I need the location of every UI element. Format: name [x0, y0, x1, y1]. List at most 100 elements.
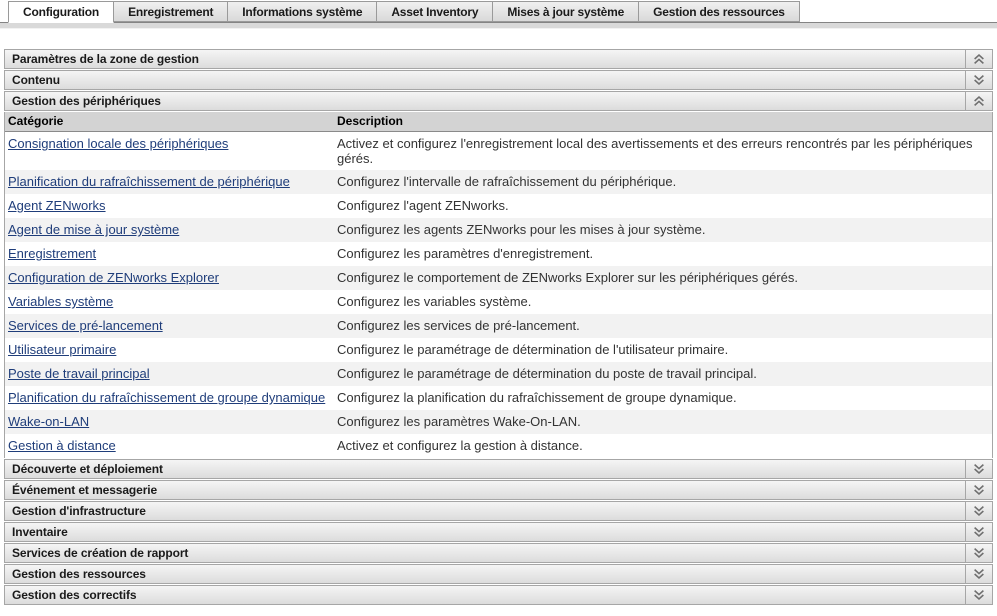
panel-toggle[interactable]: [965, 523, 992, 541]
table-row: Gestion à distance Activez et configurez…: [5, 434, 992, 458]
table-row: Agent ZENworks Configurez l'agent ZENwor…: [5, 194, 992, 218]
panel-toggle[interactable]: [965, 586, 992, 604]
panel-toggle[interactable]: [965, 481, 992, 499]
panel-header-label: Gestion des correctifs: [12, 588, 137, 602]
category-cell: Planification du rafraîchissement de pér…: [5, 170, 335, 194]
table-row: Enregistrement Configurez les paramètres…: [5, 242, 992, 266]
table-row: Utilisateur primaire Configurez le param…: [5, 338, 992, 362]
panel-toggle[interactable]: [965, 71, 992, 89]
spacer: [0, 29, 997, 48]
panel-header[interactable]: Gestion d'infrastructure: [4, 501, 993, 521]
category-link[interactable]: Consignation locale des périphériques: [8, 136, 229, 151]
panel-header-label: Événement et messagerie: [12, 483, 158, 497]
tab[interactable]: Asset Inventory: [376, 1, 493, 22]
panel-toggle[interactable]: [965, 502, 992, 520]
panel-header-label: Inventaire: [12, 525, 68, 539]
panel-header[interactable]: Événement et messagerie: [4, 480, 993, 500]
description-cell: Configurez le paramétrage de déterminati…: [337, 366, 757, 381]
device-management-settings-table: Catégorie Description Consignation local…: [4, 112, 993, 458]
panel-header[interactable]: Gestion des périphériques: [4, 91, 993, 111]
table-row: Variables système Configurez les variabl…: [5, 290, 992, 314]
settings-accordion: Paramètres de la zone de gestion Contenu: [4, 49, 993, 605]
description-cell: Configurez les services de pré-lancement…: [337, 318, 580, 333]
table-row: Poste de travail principal Configurez le…: [5, 362, 992, 386]
table-row: Planification du rafraîchissement de pér…: [5, 170, 992, 194]
table-row: Planification du rafraîchissement de gro…: [5, 386, 992, 410]
double-chevron-up-icon: [974, 54, 984, 64]
table-row: Wake-on-LAN Configurez les paramètres Wa…: [5, 410, 992, 434]
category-cell: Poste de travail principal: [5, 362, 335, 386]
panel-header[interactable]: Contenu: [4, 70, 993, 90]
description-cell: Configurez la planification du rafraîchi…: [337, 390, 737, 405]
category-link[interactable]: Utilisateur primaire: [8, 342, 117, 357]
double-chevron-down-icon: [974, 569, 984, 579]
panel-header[interactable]: Services de création de rapport: [4, 543, 993, 563]
category-link[interactable]: Variables système: [8, 294, 114, 309]
double-chevron-down-icon: [974, 590, 984, 600]
category-cell: Agent ZENworks: [5, 194, 335, 218]
column-header-description: Description: [337, 114, 404, 128]
double-chevron-down-icon: [974, 485, 984, 495]
category-link[interactable]: Planification du rafraîchissement de pér…: [8, 174, 290, 189]
panel-toggle[interactable]: [965, 565, 992, 583]
category-link[interactable]: Planification du rafraîchissement de gro…: [8, 390, 326, 405]
panel-toggle[interactable]: [965, 50, 992, 68]
tab-label: Gestion des ressources: [653, 5, 785, 19]
tab[interactable]: Mises à jour système: [492, 1, 639, 22]
description-cell: Configurez le paramétrage de déterminati…: [337, 342, 729, 357]
panel-toggle[interactable]: [965, 544, 992, 562]
double-chevron-down-icon: [974, 75, 984, 85]
category-link[interactable]: Agent ZENworks: [8, 198, 106, 213]
panel-header-label: Paramètres de la zone de gestion: [12, 52, 199, 66]
double-chevron-down-icon: [974, 548, 984, 558]
category-link[interactable]: Services de pré-lancement: [8, 318, 163, 333]
double-chevron-up-icon: [974, 96, 984, 106]
category-cell: Agent de mise à jour système: [5, 218, 335, 242]
category-link[interactable]: Agent de mise à jour système: [8, 222, 180, 237]
description-cell: Configurez les variables système.: [337, 294, 532, 309]
tab[interactable]: Enregistrement: [114, 1, 228, 22]
category-link[interactable]: Wake-on-LAN: [8, 414, 90, 429]
panel-header[interactable]: Inventaire: [4, 522, 993, 542]
category-cell: Configuration de ZENworks Explorer: [5, 266, 335, 290]
description-cell: Activez et configurez la gestion à dista…: [337, 438, 583, 453]
panel-toggle[interactable]: [965, 92, 992, 110]
tab-label: Configuration: [23, 5, 100, 19]
panel-header-label: Contenu: [12, 73, 60, 87]
panel-header[interactable]: Découverte et déploiement: [4, 459, 993, 479]
table-body: Consignation locale des périphériques Ac…: [5, 132, 992, 458]
top-panels-group: Paramètres de la zone de gestion Contenu: [4, 49, 993, 111]
description-cell: Configurez les paramètres d'enregistreme…: [337, 246, 594, 261]
panel-header[interactable]: Paramètres de la zone de gestion: [4, 49, 993, 69]
table-row: Consignation locale des périphériques Ac…: [5, 132, 992, 170]
tab[interactable]: Gestion des ressources: [638, 1, 800, 22]
tab[interactable]: Configuration: [8, 1, 115, 23]
tab-label: Mises à jour système: [507, 5, 625, 19]
description-cell: Configurez les agents ZENworks pour les …: [337, 222, 706, 237]
category-link[interactable]: Gestion à distance: [8, 438, 116, 453]
panel-header-label: Services de création de rapport: [12, 546, 189, 560]
description-cell: Configurez l'agent ZENworks.: [337, 198, 509, 213]
tab-label: Enregistrement: [128, 5, 214, 19]
panel-toggle[interactable]: [965, 460, 992, 478]
panel-header[interactable]: Gestion des correctifs: [4, 585, 993, 605]
description-cell: Configurez les paramètres Wake-On-LAN.: [337, 414, 581, 429]
category-link[interactable]: Enregistrement: [8, 246, 97, 261]
tab-label: Informations système: [242, 5, 363, 19]
panel-header-label: Gestion des périphériques: [12, 94, 161, 108]
category-cell: Enregistrement: [5, 242, 335, 266]
category-link[interactable]: Configuration de ZENworks Explorer: [8, 270, 219, 285]
category-cell: Consignation locale des périphériques: [5, 132, 335, 170]
bottom-panels-group: Découverte et déploiement Événement et m…: [4, 459, 993, 605]
category-cell: Gestion à distance: [5, 434, 335, 458]
tab[interactable]: Informations système: [227, 1, 377, 22]
table-row: Agent de mise à jour système Configurez …: [5, 218, 992, 242]
category-cell: Variables système: [5, 290, 335, 314]
category-cell: Utilisateur primaire: [5, 338, 335, 362]
double-chevron-down-icon: [974, 527, 984, 537]
panel-header-label: Gestion des ressources: [12, 567, 146, 581]
category-cell: Services de pré-lancement: [5, 314, 335, 338]
category-link[interactable]: Poste de travail principal: [8, 366, 150, 381]
tab-bar: Configuration Enregistrement Information…: [0, 0, 997, 23]
panel-header[interactable]: Gestion des ressources: [4, 564, 993, 584]
